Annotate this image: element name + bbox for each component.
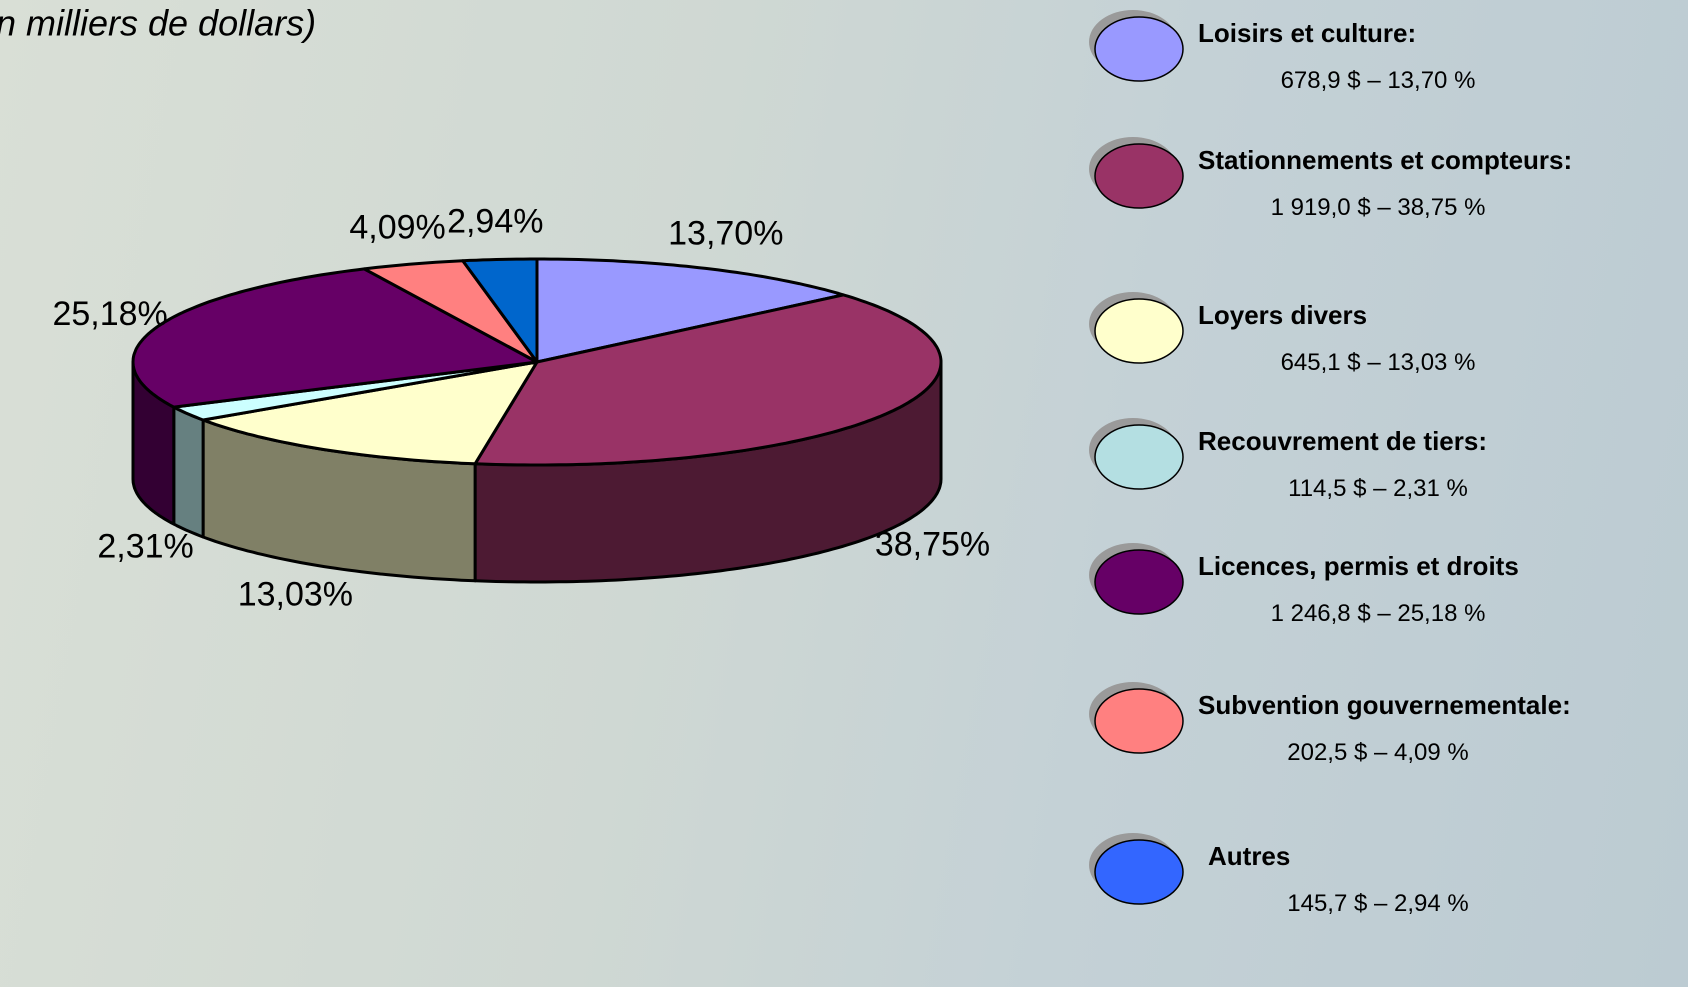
chart-subtitle: n milliers de dollars) xyxy=(0,3,316,44)
legend-swatch xyxy=(1095,17,1183,81)
legend-name: Stationnements et compteurs: xyxy=(1198,142,1578,179)
data-label: 2,31% xyxy=(97,528,193,566)
legend-name: Autres xyxy=(1198,838,1578,875)
data-label: 38,75% xyxy=(875,526,990,564)
legend-entry: Loyers divers 645,1 $ – 13,03 % xyxy=(1198,297,1578,378)
legend-swatch xyxy=(1095,550,1183,614)
legend-entry: Autres 145,7 $ – 2,94 % xyxy=(1198,838,1578,919)
legend-entry: Stationnements et compteurs: 1 919,0 $ – … xyxy=(1198,142,1578,223)
legend-entry: Licences, permis et droits 1 246,8 $ – 25… xyxy=(1198,548,1578,629)
legend-detail: 114,5 $ – 2,31 % xyxy=(1198,474,1558,504)
data-label: 13,70% xyxy=(668,215,783,253)
legend-detail: 1 246,8 $ – 25,18 % xyxy=(1198,599,1558,629)
legend-swatch xyxy=(1095,425,1183,489)
legend-detail: 678,9 $ – 13,70 % xyxy=(1198,66,1558,96)
legend-name: Loisirs et culture: xyxy=(1198,15,1578,52)
legend-detail: 1 919,0 $ – 38,75 % xyxy=(1198,193,1558,223)
legend-name: Recouvrement de tiers: xyxy=(1198,423,1578,460)
legend-detail: 645,1 $ – 13,03 % xyxy=(1198,348,1558,378)
legend-name: Loyers divers xyxy=(1198,297,1578,334)
legend-detail: 145,7 $ – 2,94 % xyxy=(1198,889,1558,919)
legend-swatch xyxy=(1095,840,1183,904)
legend-name: Subvention gouvernementale: xyxy=(1198,687,1578,724)
legend-entry: Loisirs et culture: 678,9 $ – 13,70 % xyxy=(1198,15,1578,96)
data-label: 2,94% xyxy=(447,203,543,241)
legend-swatch xyxy=(1095,144,1183,208)
data-label: 4,09% xyxy=(349,209,445,247)
legend-name: Licences, permis et droits xyxy=(1198,548,1578,585)
data-label: 13,03% xyxy=(238,576,353,614)
legend-detail: 202,5 $ – 4,09 % xyxy=(1198,738,1558,768)
legend-entry: Recouvrement de tiers: 114,5 $ – 2,31 % xyxy=(1198,423,1578,504)
slice-side xyxy=(174,407,203,537)
legend-swatch xyxy=(1095,689,1183,753)
data-label: 25,18% xyxy=(52,295,167,333)
slide: n milliers de dollars) 13,70% 38,75% 13,03… xyxy=(0,0,1688,987)
legend-entry: Subvention gouvernementale: 202,5 $ – 4,0… xyxy=(1198,687,1578,768)
legend-swatch xyxy=(1095,299,1183,363)
